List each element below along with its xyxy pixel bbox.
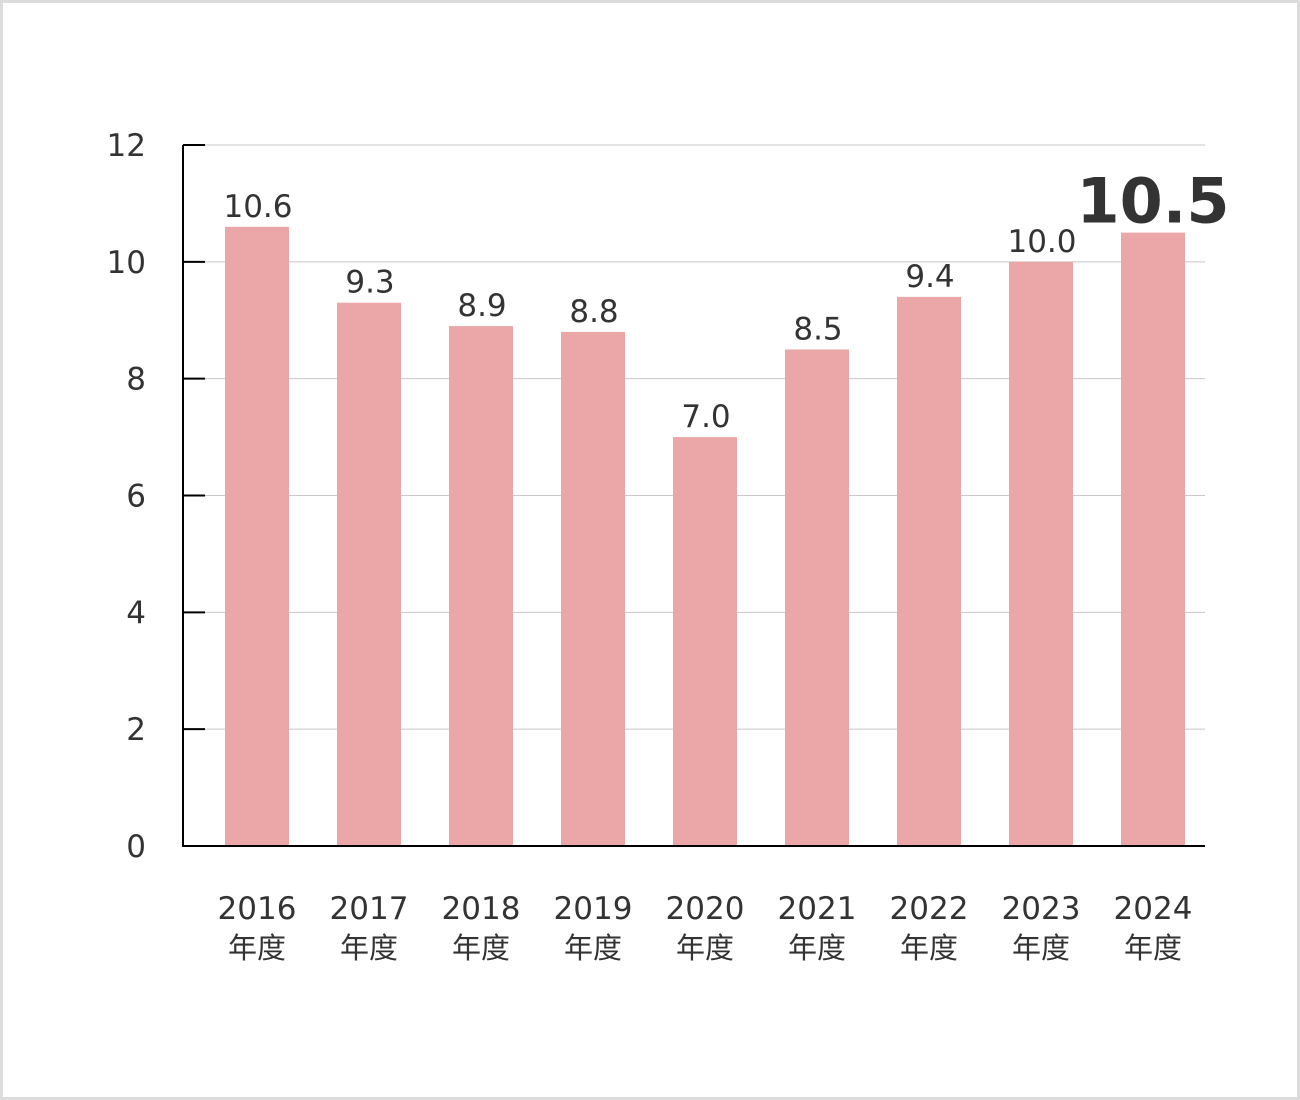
x-tick-label-suffix: 年度 xyxy=(676,931,734,965)
data-label: 8.9 xyxy=(457,288,506,324)
y-tick-label: 12 xyxy=(107,128,146,164)
data-label: 9.4 xyxy=(905,259,954,295)
x-tick-label-year: 2017 xyxy=(330,891,409,927)
data-label: 8.8 xyxy=(569,294,618,330)
data-label: 10.6 xyxy=(223,189,292,225)
x-tick-label-year: 2016 xyxy=(218,891,297,927)
x-tick-label-suffix: 年度 xyxy=(452,931,510,965)
bar-chart: 0 2 4 6 8 10 12 10.6 2016 年度 9.3 2017 年度 8.9 2018 年度 8.8… xyxy=(107,128,1230,965)
bar xyxy=(337,302,401,847)
y-tick-label: 8 xyxy=(126,362,146,398)
x-tick-label-year: 2023 xyxy=(1002,891,1081,927)
data-label: 7.0 xyxy=(681,399,730,435)
bar xyxy=(897,296,961,847)
x-tick-label-suffix: 年度 xyxy=(788,931,846,965)
bar xyxy=(225,226,289,847)
x-tick-label-year: 2019 xyxy=(554,891,633,927)
x-tick-label-suffix: 年度 xyxy=(340,931,398,965)
bar xyxy=(785,349,849,846)
bar xyxy=(673,437,737,846)
bar xyxy=(1121,232,1185,846)
bar xyxy=(1009,261,1073,846)
y-tick-label: 10 xyxy=(107,245,146,281)
x-tick-label-year: 2020 xyxy=(666,891,745,927)
x-tick-label-year: 2022 xyxy=(890,891,969,927)
y-tick-label: 4 xyxy=(126,595,146,631)
x-tick-label-year: 2024 xyxy=(1114,891,1193,927)
x-tick-label-suffix: 年度 xyxy=(564,931,622,965)
data-label: 9.3 xyxy=(345,265,394,301)
highlight-data-label: 10.5 xyxy=(1077,165,1230,238)
y-tick-label: 2 xyxy=(126,712,146,748)
bar xyxy=(561,331,625,846)
x-tick-label-suffix: 年度 xyxy=(228,931,286,965)
data-label: 8.5 xyxy=(793,311,842,347)
bar xyxy=(449,326,513,846)
x-tick-label-year: 2018 xyxy=(442,891,521,927)
y-tick-label: 0 xyxy=(126,829,146,865)
x-tick-label-suffix: 年度 xyxy=(1012,931,1070,965)
x-tick-label-suffix: 年度 xyxy=(900,931,958,965)
data-label: 10.0 xyxy=(1007,224,1076,260)
x-tick-label-year: 2021 xyxy=(778,891,857,927)
x-tick-label-suffix: 年度 xyxy=(1124,931,1182,965)
y-tick-label: 6 xyxy=(126,479,146,515)
